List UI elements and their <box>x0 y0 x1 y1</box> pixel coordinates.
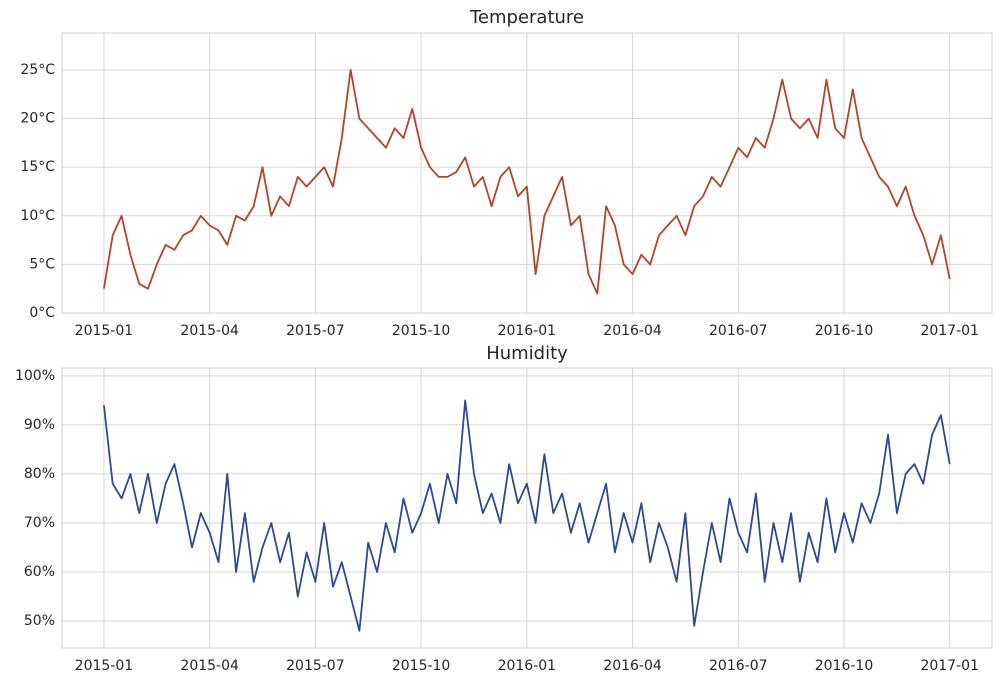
x-tick-label: 2016-10 <box>815 658 874 674</box>
y-tick-label: 20°C <box>20 111 55 127</box>
y-tick-label: 80% <box>24 466 55 482</box>
x-tick-label: 2015-04 <box>180 658 239 674</box>
y-tick-label: 10°C <box>20 208 55 224</box>
x-tick-label: 2015-01 <box>75 323 134 339</box>
y-tick-label: 5°C <box>29 256 55 272</box>
x-tick-label: 2016-07 <box>709 323 768 339</box>
x-tick-label: 2016-10 <box>815 323 874 339</box>
x-tick-label: 2016-01 <box>498 323 557 339</box>
chart-title: Temperature <box>469 7 584 28</box>
y-tick-label: 0°C <box>29 305 55 321</box>
x-tick-label: 2015-10 <box>392 323 451 339</box>
x-tick-label: 2015-01 <box>75 658 134 674</box>
y-tick-label: 70% <box>24 515 55 531</box>
x-tick-label: 2015-10 <box>392 658 451 674</box>
x-tick-label: 2016-04 <box>603 323 662 339</box>
x-tick-label: 2015-07 <box>286 658 345 674</box>
x-tick-label: 2016-01 <box>498 658 557 674</box>
axes-frame <box>61 32 993 314</box>
x-tick-label: 2017-01 <box>920 323 979 339</box>
data-line <box>103 399 951 632</box>
x-tick-label: 2015-04 <box>180 323 239 339</box>
chart-title: Humidity <box>486 343 568 364</box>
y-tick-label: 90% <box>24 417 55 433</box>
x-tick-label: 2017-01 <box>920 658 979 674</box>
y-tick-label: 25°C <box>20 62 55 78</box>
x-tick-label: 2016-04 <box>603 658 662 674</box>
y-tick-label: 60% <box>24 564 55 580</box>
x-tick-label: 2015-07 <box>286 323 345 339</box>
y-tick-label: 50% <box>24 613 55 629</box>
y-tick-label: 15°C <box>20 159 55 175</box>
data-line <box>103 69 951 295</box>
y-tick-label: 100% <box>15 368 55 384</box>
axes-frame <box>61 367 993 649</box>
x-tick-label: 2016-07 <box>709 658 768 674</box>
